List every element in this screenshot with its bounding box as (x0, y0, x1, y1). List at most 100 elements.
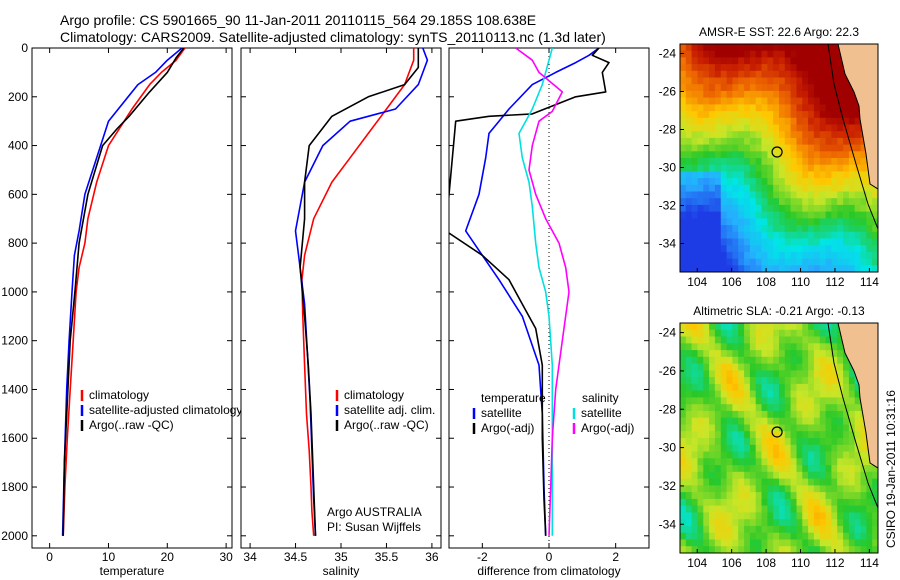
map-cell (726, 44, 733, 52)
map-cell (802, 343, 809, 351)
map-cell (755, 171, 763, 179)
map-cell (720, 265, 728, 272)
map-cell (796, 238, 803, 246)
map-cell (767, 431, 774, 439)
map-cell (802, 336, 809, 344)
map-cell (773, 370, 780, 378)
map-cell (761, 90, 768, 99)
map-cell (709, 410, 716, 419)
map-cell (813, 532, 821, 541)
map-cell (749, 465, 757, 473)
map-cell (720, 164, 728, 172)
map-cell (697, 231, 704, 240)
map-cell (767, 505, 774, 513)
map-cell (685, 44, 693, 52)
map-cell (825, 184, 832, 193)
map-cell (720, 525, 728, 534)
map-cell (755, 117, 763, 126)
map-cell (749, 97, 757, 105)
map-cell (685, 525, 693, 534)
legend-heading: temperature (481, 391, 546, 405)
map-cell (808, 144, 815, 152)
map-cell (860, 444, 867, 453)
map-cell (808, 225, 815, 233)
x-tick-label: 106 (722, 556, 742, 570)
map-cell (825, 519, 832, 527)
line-panel-1: 0 10 20 30020040060080010001200140016001800… (1, 41, 242, 578)
map-cell (744, 90, 751, 99)
map-cell (714, 70, 722, 79)
map-cell (843, 519, 850, 527)
map-cell (854, 519, 862, 527)
map-cell (813, 44, 821, 52)
map-cell (755, 431, 763, 439)
map-cell (703, 251, 710, 260)
map-cell (744, 458, 751, 466)
map-cell (691, 198, 698, 206)
map-cell (720, 225, 728, 233)
map-cell (738, 329, 745, 338)
map-cell (755, 471, 763, 480)
map-cell (773, 231, 780, 240)
map-cell (714, 164, 722, 172)
map-cell (854, 505, 862, 513)
map-cell (848, 505, 856, 513)
map-cell (831, 417, 838, 426)
map-cell (755, 158, 763, 166)
map-cell (761, 50, 768, 58)
x-axis-label: difference from climatology (477, 564, 620, 578)
map-cell (720, 329, 728, 338)
map-cell (779, 546, 786, 553)
map-cell (732, 546, 739, 553)
map-cell (738, 350, 745, 358)
map-cell (808, 111, 815, 119)
map-cell (703, 370, 710, 378)
map-cell (837, 465, 844, 473)
map-cell (714, 124, 722, 132)
map-cell (796, 97, 803, 105)
map-cell (843, 191, 850, 199)
map-cell (697, 356, 704, 365)
map-cell (749, 458, 757, 466)
map-cell (726, 397, 733, 405)
map-cell (755, 397, 763, 405)
map-cell (860, 519, 867, 527)
map-cell (819, 336, 827, 344)
map-cell (796, 84, 803, 92)
map-cell (819, 404, 827, 412)
map-cell (831, 164, 838, 172)
map-cell (872, 539, 878, 547)
map-cell (848, 225, 856, 233)
map-cell (796, 424, 803, 432)
map-cell (720, 458, 728, 466)
map-cell (680, 158, 687, 166)
map-cell (773, 417, 780, 426)
map-cell (691, 444, 698, 453)
map-cell (813, 505, 821, 513)
map-cell (720, 532, 728, 541)
map-cell (813, 465, 821, 473)
map-cell (709, 343, 716, 351)
map-cell (854, 539, 862, 547)
map-cell (790, 204, 797, 213)
map-cell (790, 525, 797, 534)
map-cell (837, 539, 844, 547)
map-cell (790, 444, 797, 453)
map-cell (773, 356, 780, 365)
map-cell (796, 158, 803, 166)
map-cell (779, 131, 786, 139)
map-cell (796, 198, 803, 206)
map-cell (837, 444, 844, 453)
map-cell (709, 377, 716, 385)
map-cell (703, 532, 710, 541)
map-cell (761, 84, 768, 92)
map-cell (802, 231, 809, 240)
map-cell (848, 512, 856, 520)
map-cell (802, 131, 809, 139)
map-cell (761, 77, 768, 85)
map-cell (866, 184, 873, 193)
map-cell (848, 184, 856, 193)
map-cell (680, 323, 687, 331)
map-cell (738, 370, 745, 378)
map-cell (680, 124, 687, 132)
